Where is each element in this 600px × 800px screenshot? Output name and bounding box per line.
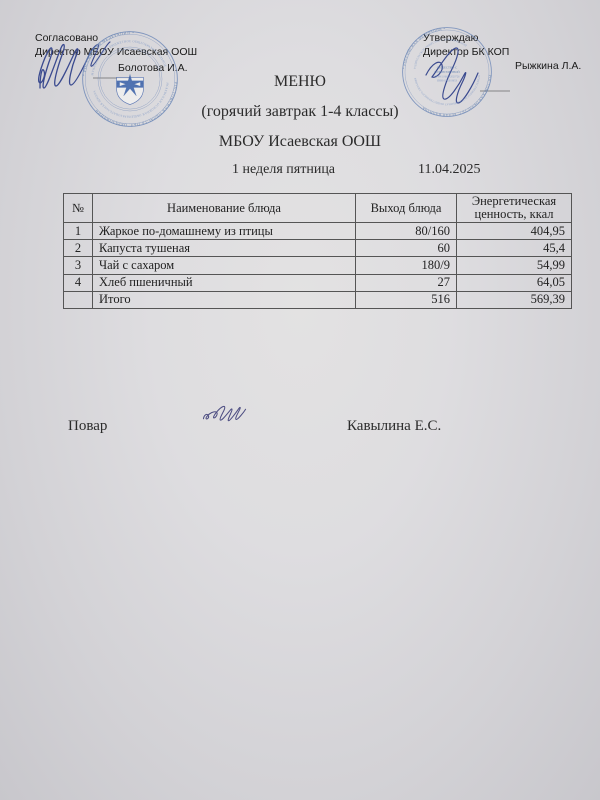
svg-text:ИНН 6142019653: ИНН 6142019653	[437, 80, 458, 83]
svg-text:ОГРАНИЧЕННОЙ: ОГРАНИЧЕННОЙ	[434, 69, 460, 74]
svg-text:РОДИТЕЛЬСКОЕ ОБЩЕСТВО С ОГРАНИ: РОДИТЕЛЬСКОЕ ОБЩЕСТВО С ОГРАНИЧЕННОЙ	[414, 38, 468, 69]
svg-text:* РОССИЙСКАЯ ФЕДЕРАЦИЯ *: * РОССИЙСКАЯ ФЕДЕРАЦИЯ *	[81, 30, 134, 76]
svg-text:ОГРН 1066142020726: ОГРН 1066142020726	[434, 76, 460, 79]
svg-text:ОБЩЕСТВО С: ОБЩЕСТВО С	[437, 65, 457, 69]
